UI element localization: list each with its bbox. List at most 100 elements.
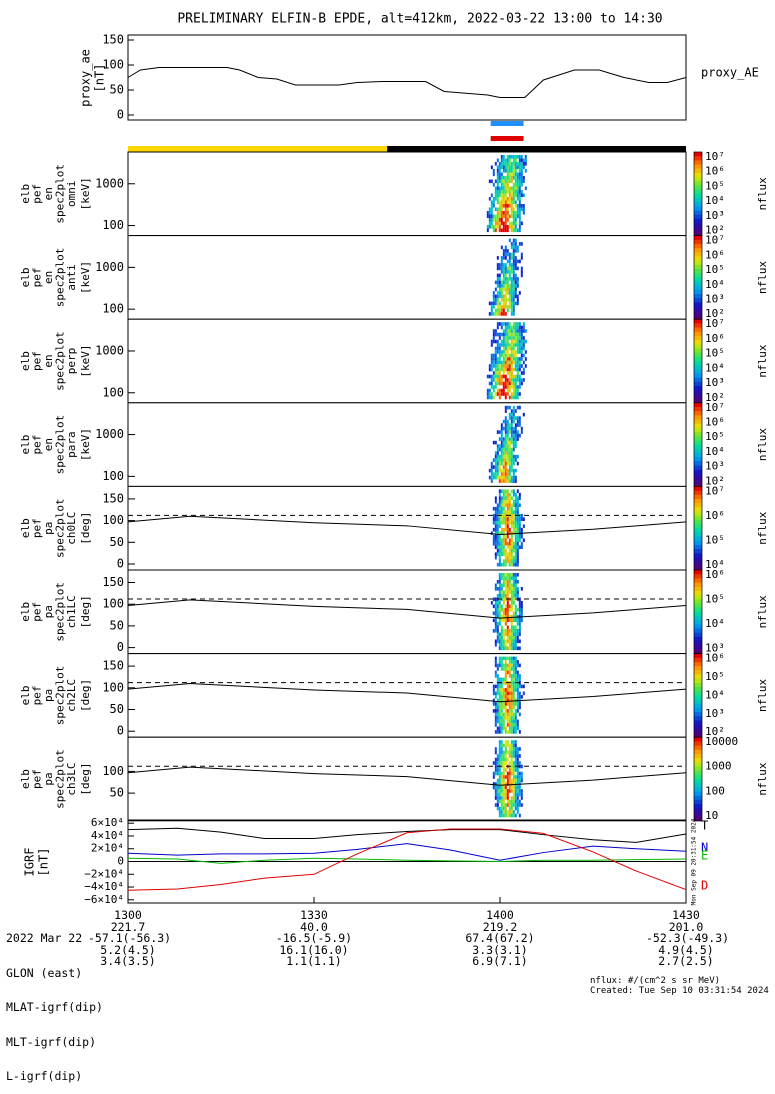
spectrogram-cell xyxy=(512,643,515,647)
panel-label-line: spec2plot xyxy=(54,498,67,558)
colorbar-segment xyxy=(694,720,702,726)
spectrogram-cell xyxy=(516,357,519,361)
spectrogram-cell xyxy=(502,716,505,720)
footer-row-label: L-igrf(dip) xyxy=(6,1069,83,1083)
spectrogram-cell xyxy=(504,527,507,532)
panel-label-line: elb xyxy=(19,351,32,371)
footer-value: 1430 xyxy=(672,908,700,922)
spectrogram-cell xyxy=(494,695,497,699)
spectrogram-cell xyxy=(506,531,509,535)
spectrogram-cell xyxy=(504,169,507,173)
spectrogram-cell xyxy=(512,158,515,163)
spectrogram-cell xyxy=(494,538,497,542)
spectrogram-cell xyxy=(516,517,519,521)
spectrogram-cell xyxy=(506,625,509,630)
colorbar-segment xyxy=(694,436,702,441)
spectrogram-cell xyxy=(512,218,515,222)
spectrogram-cell xyxy=(502,796,505,800)
spectrogram-cell xyxy=(506,228,509,233)
spectrogram-cell xyxy=(522,412,525,417)
colorbar-segment xyxy=(694,712,702,717)
spectrogram-cell xyxy=(510,506,513,511)
spectrogram-cell xyxy=(506,587,509,591)
spectrogram-cell xyxy=(490,360,493,365)
spectrogram-cell xyxy=(502,562,505,567)
spectrogram-cell xyxy=(510,705,513,710)
spectrogram-cell xyxy=(494,670,497,675)
spectrogram-cell xyxy=(516,437,519,441)
spectrogram-cell xyxy=(516,629,519,633)
spectrogram-cell xyxy=(508,465,511,469)
spectrogram-cell xyxy=(502,426,505,431)
spectrogram-cell xyxy=(500,810,503,814)
spectrogram-cell xyxy=(512,503,515,507)
spectrogram-cell xyxy=(510,785,513,790)
spectrogram-cell xyxy=(514,625,517,630)
spectrogram-cell xyxy=(514,656,517,661)
footer-value: 5.2(4.5) xyxy=(100,942,156,957)
spectrogram-cell xyxy=(520,353,523,358)
spectrogram-cell xyxy=(502,479,505,483)
spectrogram-cell xyxy=(510,684,513,689)
spectrogram-cell xyxy=(510,740,513,744)
spectrogram-cell xyxy=(492,709,495,713)
spectrogram-cell xyxy=(506,183,509,187)
spectrogram-cell xyxy=(504,360,507,365)
spectrogram-cell xyxy=(496,531,499,535)
spectrogram-cell xyxy=(510,385,513,389)
panel-label-line: spec2plot xyxy=(54,666,67,726)
spectrogram-cell xyxy=(520,778,523,783)
spectrogram-cell xyxy=(508,193,511,198)
spectrogram-cell xyxy=(502,618,505,623)
spectrogram-cell xyxy=(502,534,505,539)
spectrogram-cell xyxy=(512,412,515,417)
spectrogram-cell xyxy=(502,510,505,514)
spectrogram-cell xyxy=(518,496,521,500)
spectrogram-cell xyxy=(502,677,505,682)
spectrogram-cell xyxy=(494,381,497,386)
colorbar-segment xyxy=(694,210,702,216)
spectrogram-cell xyxy=(516,663,519,668)
panel-ytick-label: 1000 xyxy=(95,427,124,441)
spectrogram-cell xyxy=(510,458,513,462)
spectrogram-cell xyxy=(510,618,513,623)
spectrogram-cell xyxy=(498,768,501,772)
spectrogram-cell xyxy=(508,691,511,696)
spectrogram-cell xyxy=(514,214,517,219)
spectrogram-cell xyxy=(510,743,513,748)
colorbar-segment xyxy=(694,452,702,458)
panel-label-line: spec2plot xyxy=(54,582,67,642)
spectrogram-cell xyxy=(498,646,501,651)
panel-label-line: spec2plot xyxy=(54,248,67,308)
spectrogram-cell xyxy=(500,266,503,271)
spectrogram-cell xyxy=(492,388,495,393)
spectrogram-cell xyxy=(518,705,521,710)
colorbar-tick-label: 10⁵ xyxy=(705,593,725,606)
igrf-legend-label: D xyxy=(701,879,708,893)
colorbar-segment xyxy=(694,352,702,358)
colorbar-segment xyxy=(694,373,702,379)
spectrogram-cell xyxy=(512,172,515,177)
spectrogram-cell xyxy=(516,726,519,731)
spectrogram-cell xyxy=(514,169,517,173)
spectrogram-cell xyxy=(516,684,519,689)
spectrogram-cell xyxy=(496,709,499,713)
spectrogram-cell xyxy=(492,374,495,379)
spectrogram-cell xyxy=(508,670,511,675)
spectrogram-cell xyxy=(510,374,513,379)
spectrogram-cell xyxy=(512,663,515,668)
spectrogram-cell xyxy=(504,768,507,772)
spectrogram-cell xyxy=(488,197,491,201)
spectrogram-cell xyxy=(500,263,503,267)
spectrogram-cell xyxy=(498,225,501,229)
spectrogram-cell xyxy=(514,200,517,205)
spectrogram-cell xyxy=(506,381,509,386)
spectrogram-cell xyxy=(498,437,501,441)
spectrogram-cell xyxy=(514,559,517,563)
spectrogram-cell xyxy=(504,548,507,553)
colorbar-tick-label: 10³ xyxy=(705,707,725,720)
spectrogram-cell xyxy=(516,670,519,675)
spectrogram-cell xyxy=(494,360,497,365)
spectrogram-cell xyxy=(498,782,501,786)
spectrogram-cell xyxy=(504,510,507,514)
